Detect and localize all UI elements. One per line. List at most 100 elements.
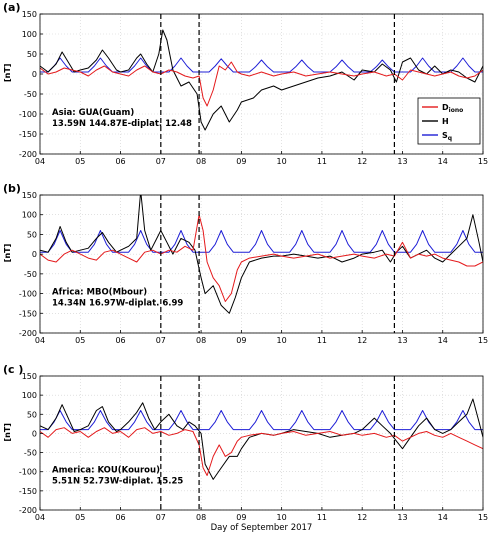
y-tick-label: 150: [22, 10, 37, 19]
y-axis-label: [nT]: [3, 64, 12, 82]
x-tick-label: 09: [236, 336, 246, 345]
series-line-sq: [40, 57, 483, 73]
plot-frame: [39, 375, 484, 511]
legend-label-main: S: [442, 131, 448, 140]
y-tick-label: -150: [19, 309, 37, 318]
legend-label-diono: Diono: [442, 103, 463, 114]
station-name: Asia: GUA(Guam): [52, 108, 134, 118]
y-tick-label: -200: [19, 506, 37, 515]
series-group: [40, 398, 483, 480]
x-tick-label: 12: [357, 513, 367, 522]
x-axis-label: Day of September 2017: [211, 523, 313, 533]
series-line-h: [40, 398, 483, 480]
series-line-diono: [40, 61, 483, 107]
x-tick-label: 09: [236, 157, 246, 166]
legend-label-h: H: [442, 117, 449, 126]
legend-label-sub: iono: [449, 107, 464, 114]
x-tick-label: 05: [75, 336, 85, 345]
x-tick-label: 10: [277, 513, 287, 522]
x-tick-label: 05: [75, 513, 85, 522]
x-tick-label: 08: [196, 513, 206, 522]
y-tick-label: -50: [24, 449, 37, 458]
x-tick-label: 07: [156, 513, 166, 522]
x-tick-label: 04: [35, 513, 45, 522]
y-tick-label: 150: [22, 372, 37, 381]
station-coords: 5.51N 52.73W-diplat. 15.25: [52, 476, 183, 486]
station-name: America: KOU(Kourou): [52, 465, 160, 475]
station-coords: 14.34N 16.97W-diplat. 6.99: [52, 298, 183, 308]
x-tick-label: 08: [196, 157, 206, 166]
legend-label-sq: Sq: [442, 131, 452, 142]
station-coords: 13.59N 144.87E-diplat. 12.48: [52, 119, 192, 129]
panel-label: (b): [3, 182, 21, 195]
y-axis-label: [nT]: [3, 244, 12, 262]
y-tick-label: 0: [32, 429, 37, 438]
y-tick-label: -100: [19, 468, 37, 477]
x-tick-label: 11: [317, 513, 327, 522]
x-tick-label: 07: [156, 336, 166, 345]
x-tick-label: 06: [115, 513, 125, 522]
y-tick-label: -200: [19, 150, 37, 159]
series-line-h: [40, 29, 483, 131]
plot-frame: [39, 194, 484, 334]
x-tick-label: 14: [438, 157, 448, 166]
x-tick-label: 06: [115, 336, 125, 345]
series-line-sq: [40, 410, 483, 431]
series-line-sq: [40, 230, 483, 253]
x-tick-label: 05: [75, 157, 85, 166]
y-tick-label: 50: [27, 50, 37, 59]
legend-label-main: H: [442, 117, 449, 126]
series-group: [40, 195, 483, 314]
x-tick-label: 13: [397, 513, 407, 522]
legend-label-main: D: [442, 103, 449, 112]
x-tick-label: 11: [317, 157, 327, 166]
x-tick-label: 08: [196, 336, 206, 345]
x-tick-label: 06: [115, 157, 125, 166]
y-tick-label: 150: [22, 191, 37, 200]
x-tick-label: 12: [357, 336, 367, 345]
y-tick-label: -50: [24, 270, 37, 279]
x-tick-label: 15: [478, 336, 488, 345]
x-tick-label: 11: [317, 336, 327, 345]
panel-label: (c ): [3, 363, 23, 376]
y-tick-label: 50: [27, 410, 37, 419]
y-tick-label: -50: [24, 90, 37, 99]
x-tick-label: 10: [277, 336, 287, 345]
x-tick-label: 07: [156, 157, 166, 166]
y-tick-label: 100: [22, 30, 37, 39]
station-name: Africa: MBO(Mbour): [52, 287, 147, 297]
y-tick-label: 100: [22, 391, 37, 400]
y-tick-label: -150: [19, 130, 37, 139]
y-tick-label: 100: [22, 211, 37, 220]
y-tick-label: -200: [19, 329, 37, 338]
x-tick-label: 10: [277, 157, 287, 166]
y-tick-label: 0: [32, 250, 37, 259]
x-tick-label: 04: [35, 336, 45, 345]
y-tick-label: -100: [19, 110, 37, 119]
x-tick-label: 12: [357, 157, 367, 166]
plot-frame: [39, 13, 484, 155]
y-tick-label: -150: [19, 487, 37, 496]
x-tick-label: 14: [438, 513, 448, 522]
panel-label: (a): [3, 1, 20, 14]
y-tick-label: 50: [27, 230, 37, 239]
y-tick-label: 0: [32, 70, 37, 79]
x-tick-label: 15: [478, 513, 488, 522]
x-tick-label: 09: [236, 513, 246, 522]
y-tick-label: -100: [19, 290, 37, 299]
series-line-diono: [40, 427, 483, 476]
series-group: [40, 29, 483, 131]
legend-label-sub: q: [448, 135, 452, 142]
y-axis-label: [nT]: [3, 423, 12, 441]
x-tick-label: 15: [478, 157, 488, 166]
series-line-diono: [40, 214, 483, 302]
x-tick-label: 13: [397, 336, 407, 345]
x-tick-label: 13: [397, 157, 407, 166]
x-tick-label: 14: [438, 336, 448, 345]
x-tick-label: 04: [35, 157, 45, 166]
